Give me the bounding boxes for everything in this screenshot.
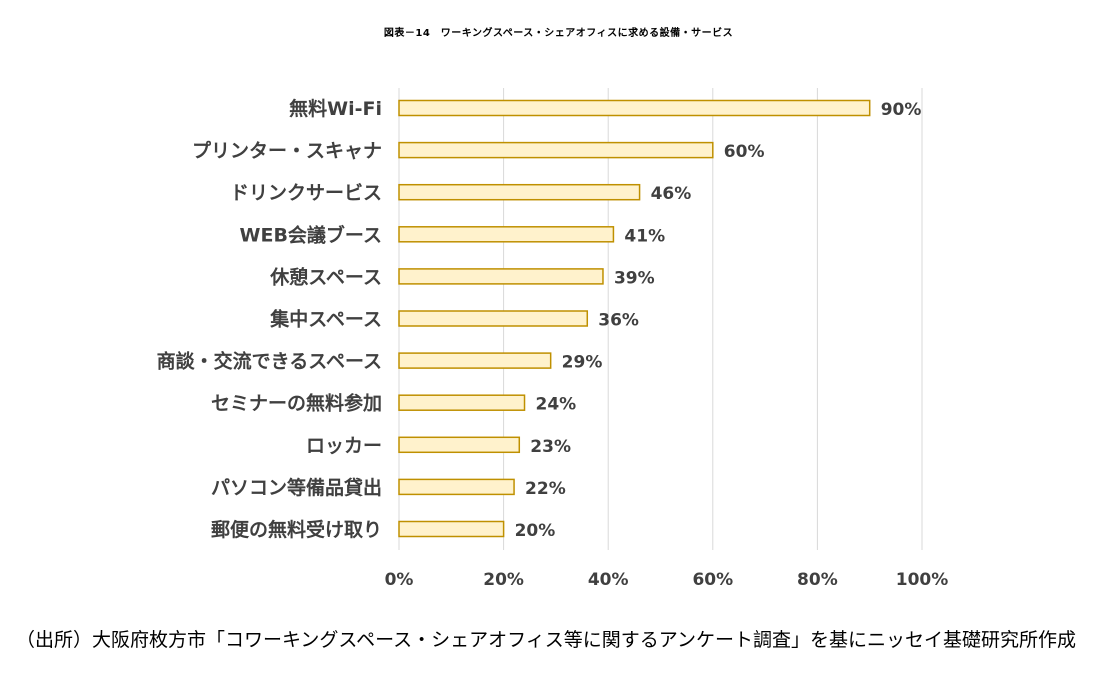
bar: [398, 99, 871, 117]
bar: [398, 226, 615, 243]
data-label: 29%: [562, 353, 603, 373]
bar: [398, 436, 521, 454]
bar: [398, 352, 552, 369]
data-label: 24%: [536, 395, 577, 415]
gridlines: [398, 88, 923, 550]
category-label: セミナーの無料参加: [211, 392, 382, 415]
labels: 0% 20% 40% 60% 80% 100% 無料Wi-Fi 90% プリンター・スキャナ 60…: [157, 97, 949, 590]
category-label: ドリンクサービス: [230, 182, 382, 204]
data-label: 36%: [598, 311, 639, 331]
data-label: 90%: [881, 100, 922, 120]
data-label: 41%: [624, 226, 665, 246]
category-label: プリンター・スキャナ: [192, 139, 382, 162]
chart-title: 図表－14 ワーキングスペース・シェアオフィスに求める設備・サービス: [383, 28, 734, 39]
x-tick-label: 0%: [385, 570, 414, 590]
bar: [398, 141, 714, 159]
x-tick-label: 40%: [588, 570, 629, 590]
category-label: 集中スペース: [269, 308, 382, 331]
bar: [398, 478, 515, 496]
data-label: 23%: [530, 437, 571, 457]
x-tick-label: 20%: [483, 570, 524, 590]
data-label: 22%: [525, 479, 566, 499]
data-label: 46%: [651, 184, 692, 204]
bar: [398, 310, 589, 327]
bars: [398, 99, 871, 538]
bar: [398, 183, 641, 201]
data-label: 39%: [614, 268, 655, 288]
category-label: 無料Wi-Fi: [289, 97, 382, 120]
bar: [398, 520, 505, 538]
category-label: 郵便の無料受け取り: [211, 518, 382, 541]
category-label: WEB会議ブース: [240, 223, 382, 246]
x-tick-label: 60%: [692, 570, 733, 590]
bar: [398, 268, 604, 285]
x-tick-label: 100%: [896, 570, 949, 590]
category-label: ロッカー: [306, 435, 382, 457]
source-note: （出所）大阪府枚方市「コワーキングスペース・シェアオフィス等に関するアンケート調…: [16, 629, 1077, 651]
x-tick-label: 80%: [797, 570, 838, 590]
bar: [398, 394, 526, 411]
category-label: 休憩スペース: [269, 265, 382, 288]
data-label: 20%: [515, 521, 556, 541]
data-label: 60%: [724, 142, 765, 162]
category-label: 商談・交流できるスペース: [157, 350, 382, 373]
category-label: パソコン等備品貸出: [211, 476, 382, 499]
